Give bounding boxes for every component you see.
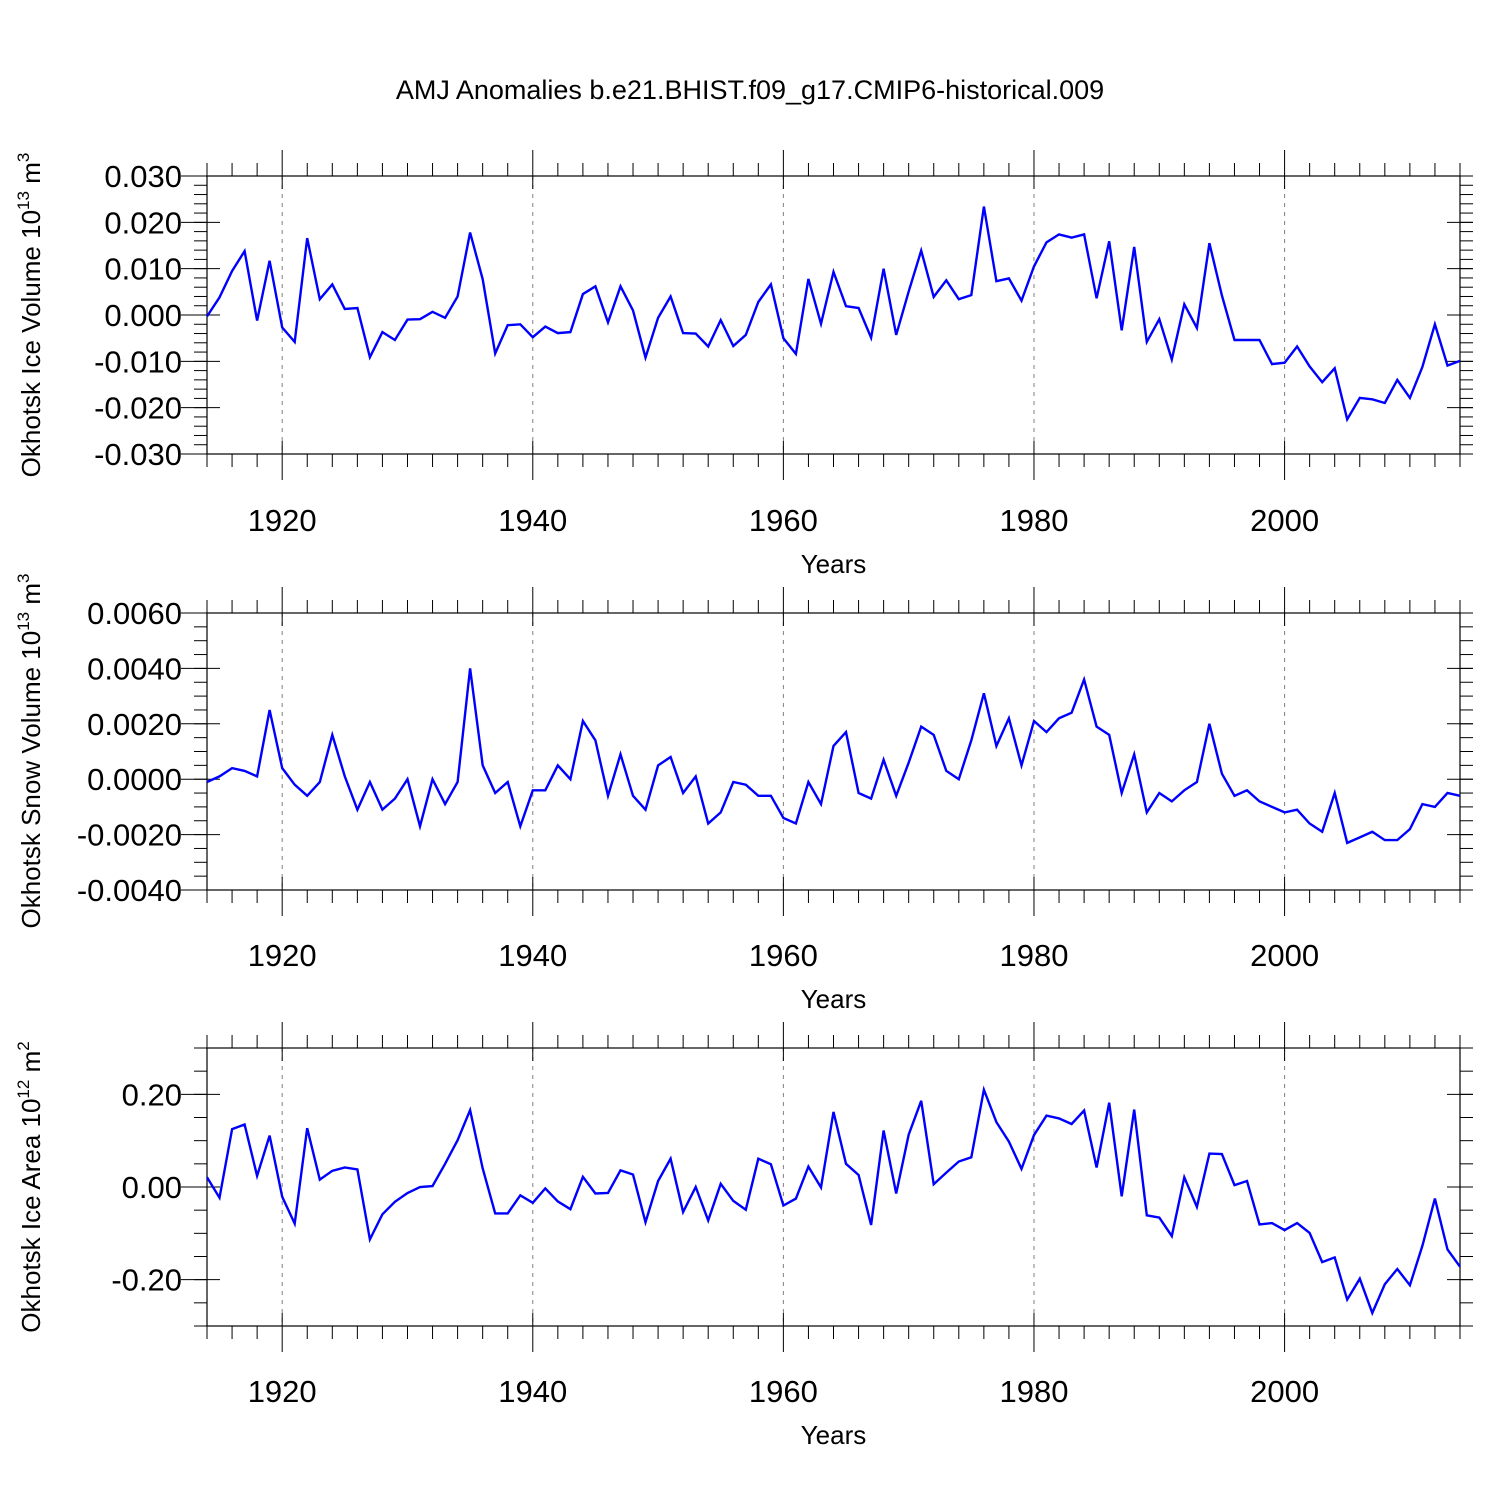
panels: -0.030 -0.020 -0.010 0.000 0.010 0.020 0.030 19… xyxy=(14,150,1473,1450)
x-tick-label: 1980 xyxy=(999,503,1068,538)
x-axis-label: Years xyxy=(801,1420,867,1450)
y-tick-label: 0.00 xyxy=(122,1170,182,1205)
y-tick-label: 0.20 xyxy=(122,1077,182,1112)
x-tick-label: 1920 xyxy=(248,938,317,973)
plot-frame xyxy=(206,175,1461,455)
y-tick-label: 0.020 xyxy=(104,205,182,240)
y-tick-label: -0.020 xyxy=(94,391,182,426)
x-tick-label: 1940 xyxy=(498,503,567,538)
x-axis-label: Years xyxy=(801,549,867,579)
x-tick-label: 1980 xyxy=(999,938,1068,973)
y-tick-label: 0.030 xyxy=(104,159,182,194)
y-tick-label: -0.030 xyxy=(94,437,182,472)
y-tick-label: -0.20 xyxy=(111,1263,182,1298)
x-tick-label: 1980 xyxy=(999,1374,1068,1409)
x-tick-label: 1960 xyxy=(749,503,818,538)
y-tick-label: 0.0060 xyxy=(87,596,182,631)
y-tick-label: 0.0000 xyxy=(87,762,182,797)
x-tick-label: 1940 xyxy=(498,938,567,973)
x-tick-label: 1960 xyxy=(749,938,818,973)
figure-title: AMJ Anomalies b.e21.BHIST.f09_g17.CMIP6-… xyxy=(396,75,1104,105)
x-tick-label: 1960 xyxy=(749,1374,818,1409)
y-tick-label: 0.0040 xyxy=(87,651,182,686)
plot-frame xyxy=(206,1047,1461,1327)
y-axis-label: Okhotsk Snow Volume 1013 m3 xyxy=(14,574,46,929)
x-tick-label: 2000 xyxy=(1250,938,1319,973)
chart-panel-1: -0.030 -0.020 -0.010 0.000 0.010 0.020 0.030 19… xyxy=(14,150,1473,579)
data-series-line xyxy=(205,206,1461,423)
x-tick-label: 1920 xyxy=(248,1374,317,1409)
y-axis-label: Okhotsk Ice Area 1012 m2 xyxy=(14,1041,46,1332)
x-tick-label: 2000 xyxy=(1250,503,1319,538)
chart-panel-2: -0.0040 -0.0020 0.0000 0.0020 0.0040 0.0060 19… xyxy=(14,574,1473,1014)
chart-panel-3: -0.20 0.00 0.20 1920 1940 1960 1980 2000 Years Ok… xyxy=(14,1022,1473,1450)
y-tick-label: 0.0020 xyxy=(87,707,182,742)
x-tick-label: 1940 xyxy=(498,1374,567,1409)
y-tick-label: -0.010 xyxy=(94,344,182,379)
y-axis-label: Okhotsk Ice Volume 1013 m3 xyxy=(14,153,46,478)
data-series-line xyxy=(205,1085,1461,1317)
x-tick-label: 2000 xyxy=(1250,1374,1319,1409)
y-tick-label: -0.0020 xyxy=(77,818,182,853)
y-tick-label: 0.000 xyxy=(104,298,182,333)
data-series-line xyxy=(206,668,1461,845)
y-tick-label: -0.0040 xyxy=(77,873,182,908)
y-tick-label: 0.010 xyxy=(104,252,182,287)
x-tick-label: 1920 xyxy=(248,503,317,538)
x-axis-label: Years xyxy=(801,984,867,1014)
